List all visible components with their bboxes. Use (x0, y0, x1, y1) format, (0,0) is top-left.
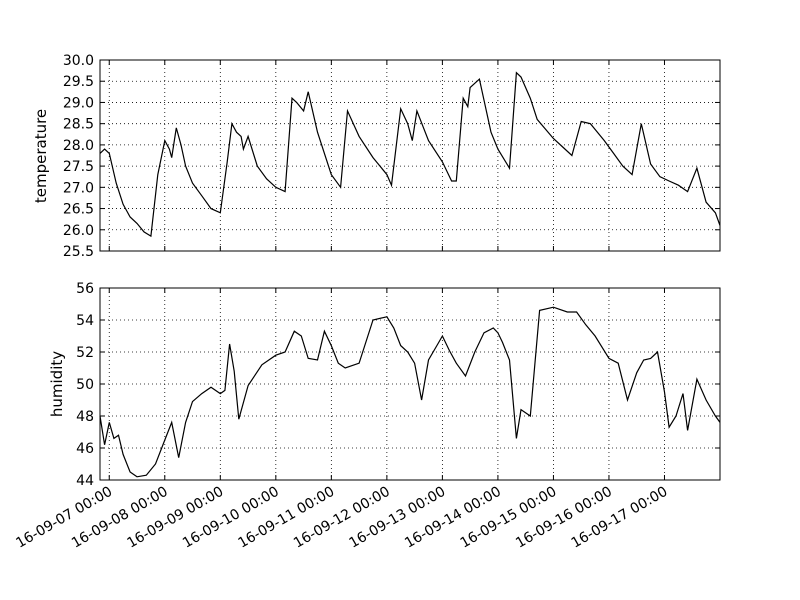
temperature-x-ticks (108, 60, 665, 251)
x-tick-label: 16-09-08 00:00 (69, 484, 171, 552)
temperature-y-tick-label: 28.5 (63, 117, 94, 133)
temperature-axes-frame (99, 59, 721, 252)
x-tick-label: 16-09-07 00:00 (13, 484, 115, 552)
temperature-grid (100, 60, 720, 251)
humidity-y-tick-label: 46 (76, 441, 94, 457)
x-tick-label: 16-09-12 00:00 (291, 484, 393, 552)
temperature-y-tick-label: 27.0 (63, 180, 94, 196)
x-tick-label: 16-09-11 00:00 (236, 484, 338, 552)
humidity-y-tick-label: 52 (76, 345, 94, 361)
temperature-y-tick-label: 25.5 (63, 244, 94, 260)
temperature-series-line (99, 71, 721, 238)
humidity-y-tick-label: 48 (76, 409, 94, 425)
temperature-y-ticks: 25.5 26.0 26.5 27.0 27.5 28.0 28.5 29.0 29.5 30.0 (63, 53, 720, 260)
temperature-y-axis-label: temperature (32, 109, 50, 203)
x-tick-label: 16-09-09 00:00 (124, 484, 226, 552)
temperature-panel: 25.5 26.0 26.5 27.0 27.5 28.0 28.5 29.0 29.5 30.0… (32, 53, 721, 260)
humidity-y-tick-label: 44 (76, 473, 94, 489)
temperature-y-tick-label: 26.5 (63, 202, 94, 218)
temperature-y-tick-label: 29.0 (63, 95, 94, 111)
humidity-series-line (99, 306, 721, 478)
temperature-y-tick-label: 28.0 (63, 138, 94, 154)
humidity-y-tick-label: 50 (76, 377, 94, 393)
x-tick-label: 16-09-15 00:00 (458, 484, 560, 552)
humidity-y-tick-label: 54 (76, 313, 94, 329)
humidity-y-axis-label: humidity (48, 351, 66, 417)
temperature-plot-area (100, 60, 720, 251)
temperature-y-tick-label: 26.0 (63, 223, 94, 239)
humidity-y-ticks: 44 46 48 50 52 54 56 (76, 281, 720, 489)
humidity-y-tick-label: 56 (76, 281, 94, 297)
x-tick-label: 16-09-16 00:00 (513, 484, 615, 552)
x-tick-label: 16-09-10 00:00 (180, 484, 282, 552)
temperature-y-tick-label: 27.5 (63, 159, 94, 175)
x-tick-label: 16-09-13 00:00 (347, 484, 449, 552)
humidity-grid (100, 288, 720, 480)
temperature-y-tick-label: 29.5 (63, 74, 94, 90)
x-tick-label: 16-09-17 00:00 (569, 484, 671, 552)
x-tick-label: 16-09-14 00:00 (402, 484, 504, 552)
temperature-y-tick-label: 30.0 (63, 53, 94, 69)
